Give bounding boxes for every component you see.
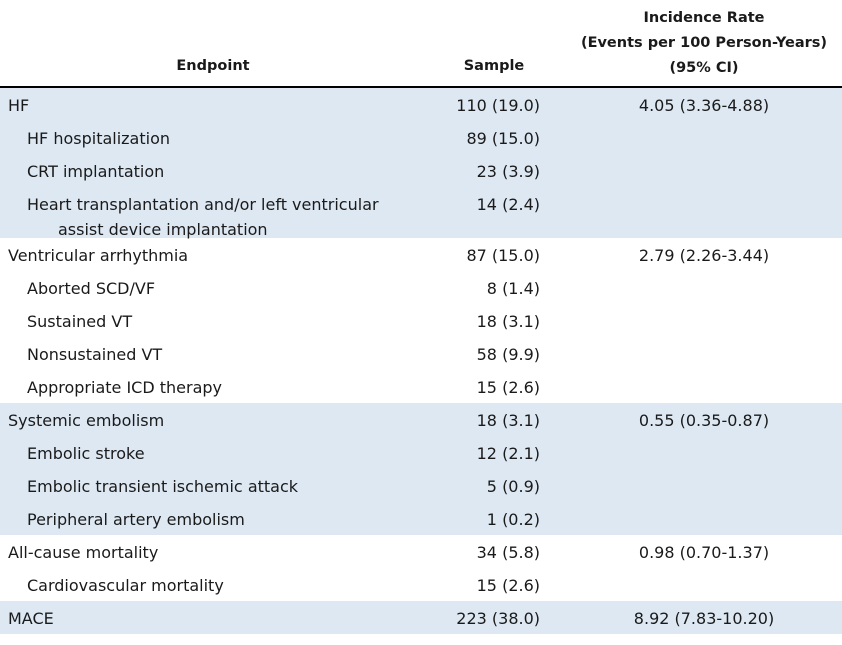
endpoint-label: Heart transplantation and/or left ventri… bbox=[27, 195, 379, 214]
sample-cell: 223 (38.0) bbox=[456, 609, 540, 628]
table-header: Endpoint Sample Incidence Rate (Events p… bbox=[0, 0, 842, 86]
endpoint-cell: Systemic embolism bbox=[8, 411, 165, 430]
table-row: Cardiovascular mortality 15 (2.6) bbox=[0, 568, 842, 601]
header-sample: Sample bbox=[463, 58, 525, 74]
endpoint-cell: CRT implantation bbox=[27, 162, 165, 181]
sample-cell: 89 (15.0) bbox=[466, 129, 540, 148]
endpoint-cell: Cardiovascular mortality bbox=[27, 576, 224, 595]
table-row: Heart transplantation and/or left ventri… bbox=[0, 187, 842, 239]
sample-cell: 23 (3.9) bbox=[476, 162, 540, 181]
endpoint-cell: HF hospitalization bbox=[27, 129, 171, 148]
endpoint-cell: Ventricular arrhythmia bbox=[8, 246, 189, 265]
sample-cell: 58 (9.9) bbox=[476, 345, 540, 364]
endpoint-cell: MACE bbox=[8, 609, 54, 628]
endpoint-cell: Embolic stroke bbox=[27, 444, 145, 463]
table-row: CRT implantation 23 (3.9) bbox=[0, 154, 842, 187]
table-body: HF 110 (19.0) 4.05 (3.36-4.88) HF hospit… bbox=[0, 88, 842, 634]
endpoint-cell: Appropriate ICD therapy bbox=[27, 378, 223, 397]
endpoint-cell: Heart transplantation and/or left ventri… bbox=[27, 192, 379, 242]
header-incidence-line2: (Events per 100 Person-Years) bbox=[580, 35, 828, 51]
sample-cell: 15 (2.6) bbox=[476, 576, 540, 595]
sample-cell: 8 (1.4) bbox=[486, 279, 540, 298]
table-row: Ventricular arrhythmia 87 (15.0) 2.79 (2… bbox=[0, 238, 842, 271]
table-row: Peripheral artery embolism 1 (0.2) bbox=[0, 502, 842, 535]
rate-cell: 8.92 (7.83-10.20) bbox=[633, 609, 775, 628]
sample-cell: 34 (5.8) bbox=[476, 543, 540, 562]
endpoint-cell: Peripheral artery embolism bbox=[27, 510, 245, 529]
sample-cell: 1 (0.2) bbox=[486, 510, 540, 529]
sample-cell: 5 (0.9) bbox=[486, 477, 540, 496]
rate-cell: 4.05 (3.36-4.88) bbox=[638, 96, 770, 115]
table-row: Sustained VT 18 (3.1) bbox=[0, 304, 842, 337]
sample-cell: 12 (2.1) bbox=[476, 444, 540, 463]
sample-cell: 18 (3.1) bbox=[476, 312, 540, 331]
endpoint-cell: Embolic transient ischemic attack bbox=[27, 477, 299, 496]
rate-cell: 0.55 (0.35-0.87) bbox=[638, 411, 770, 430]
table-row: Nonsustained VT 58 (9.9) bbox=[0, 337, 842, 370]
sample-cell: 15 (2.6) bbox=[476, 378, 540, 397]
header-endpoint: Endpoint bbox=[176, 58, 250, 74]
table-row: HF hospitalization 89 (15.0) bbox=[0, 121, 842, 154]
endpoint-cell: Nonsustained VT bbox=[27, 345, 163, 364]
table-row: Embolic stroke 12 (2.1) bbox=[0, 436, 842, 469]
sample-cell: 18 (3.1) bbox=[476, 411, 540, 430]
table-row: Appropriate ICD therapy 15 (2.6) bbox=[0, 370, 842, 403]
sample-cell: 110 (19.0) bbox=[456, 96, 540, 115]
table-row: Aborted SCD/VF 8 (1.4) bbox=[0, 271, 842, 304]
sample-cell: 14 (2.4) bbox=[476, 195, 540, 214]
header-incidence-line3: (95% CI) bbox=[669, 60, 739, 76]
endpoint-cell: HF bbox=[8, 96, 30, 115]
rate-cell: 2.79 (2.26-3.44) bbox=[638, 246, 770, 265]
table-row: All-cause mortality 34 (5.8) 0.98 (0.70-… bbox=[0, 535, 842, 568]
endpoint-cell: All-cause mortality bbox=[8, 543, 159, 562]
header-incidence-rate: Incidence Rate (Events per 100 Person-Ye… bbox=[566, 6, 842, 81]
header-incidence-line1: Incidence Rate bbox=[643, 10, 765, 26]
table-row: Embolic transient ischemic attack 5 (0.9… bbox=[0, 469, 842, 502]
table-row: HF 110 (19.0) 4.05 (3.36-4.88) bbox=[0, 88, 842, 121]
sample-cell: 87 (15.0) bbox=[466, 246, 540, 265]
table-row: MACE 223 (38.0) 8.92 (7.83-10.20) bbox=[0, 601, 842, 634]
endpoint-cell: Aborted SCD/VF bbox=[27, 279, 156, 298]
rate-cell: 0.98 (0.70-1.37) bbox=[638, 543, 770, 562]
endpoint-label-continued: assist device implantation bbox=[58, 220, 268, 239]
endpoint-cell: Sustained VT bbox=[27, 312, 133, 331]
header-rule bbox=[0, 86, 842, 88]
table-row: Systemic embolism 18 (3.1) 0.55 (0.35-0.… bbox=[0, 403, 842, 436]
